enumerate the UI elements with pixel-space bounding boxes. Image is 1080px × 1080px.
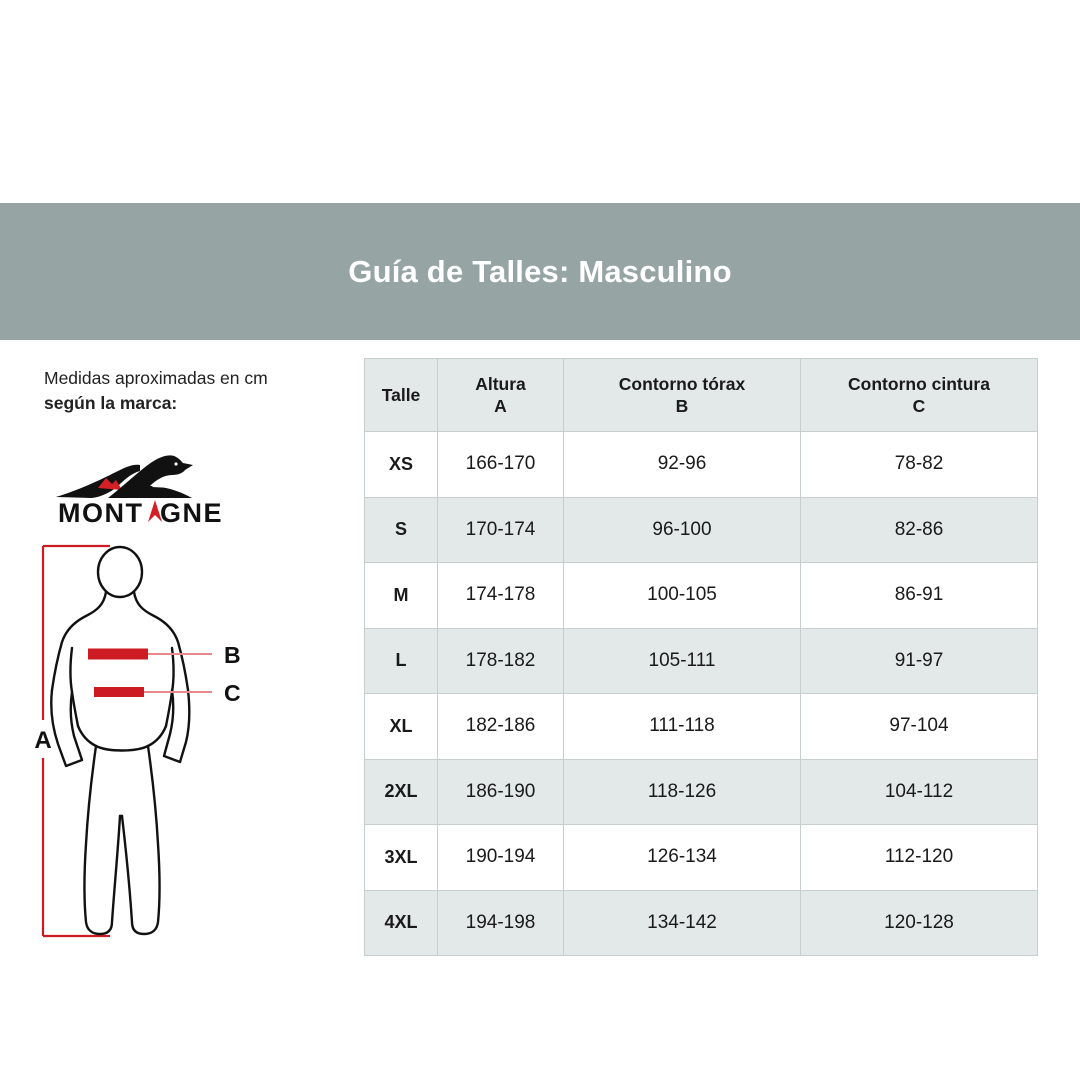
table-row: 3XL 190-194 126-134 112-120 [364, 824, 1038, 891]
table-header-row: Talle Altura A Contorno tórax B Contorno… [364, 358, 1038, 432]
table-row: 4XL 194-198 134-142 120-128 [364, 889, 1038, 956]
wordmark-a-peak-icon [148, 500, 162, 522]
cell-talle: S [364, 496, 438, 563]
cell-torax: 92-96 [563, 431, 801, 498]
cell-talle: XL [364, 693, 438, 760]
column-header-cintura-title: Contorno cintura [848, 374, 990, 394]
cell-cintura: 120-128 [800, 889, 1038, 956]
table-row: XS 166-170 92-96 78-82 [364, 431, 1038, 498]
column-header-altura-sub: A [494, 396, 507, 416]
column-header-torax-title: Contorno tórax [618, 374, 746, 394]
caption-line-1: Medidas aproximadas en cm [44, 368, 268, 388]
column-header-altura-title: Altura [475, 374, 526, 394]
cell-altura: 190-194 [437, 824, 564, 891]
size-chart-container: Talle Altura A Contorno tórax B Contorno… [364, 358, 1038, 956]
column-header-talle: Talle [364, 358, 438, 432]
cell-altura: 182-186 [437, 693, 564, 760]
cell-cintura: 112-120 [800, 824, 1038, 891]
cell-cintura: 78-82 [800, 431, 1038, 498]
size-chart-body: XS 166-170 92-96 78-82 S 170-174 96-100 82-86 M 1… [364, 431, 1038, 956]
diagram-label-a: A [34, 727, 51, 754]
column-header-talle-title: Talle [381, 385, 421, 405]
cell-talle: 4XL [364, 889, 438, 956]
cell-talle: L [364, 627, 438, 694]
cell-altura: 194-198 [437, 889, 564, 956]
mountain-eagle-mark [56, 455, 193, 498]
cell-torax: 100-105 [563, 562, 801, 629]
measurement-caption: Medidas aproximadas en cm según la marca… [44, 366, 344, 416]
cell-torax: 111-118 [563, 693, 801, 760]
page-title: Guía de Talles: Masculino [348, 253, 732, 289]
cell-talle: XS [364, 431, 438, 498]
column-header-torax: Contorno tórax B [563, 358, 801, 432]
table-row: M 174-178 100-105 86-91 [364, 562, 1038, 629]
diagram-label-b: B [224, 642, 241, 668]
cell-torax: 96-100 [563, 496, 801, 563]
table-row: XL 182-186 111-118 97-104 [364, 693, 1038, 760]
cell-talle: 3XL [364, 824, 438, 891]
cell-cintura: 97-104 [800, 693, 1038, 760]
cell-cintura: 104-112 [800, 758, 1038, 825]
page-header-banner: Guía de Talles: Masculino [0, 203, 1080, 340]
body-measurement-diagram: A [0, 530, 364, 950]
svg-text:GNE: GNE [160, 498, 223, 528]
measurement-info-panel: Medidas aproximadas en cm según la marca… [0, 340, 364, 960]
cell-torax: 126-134 [563, 824, 801, 891]
cell-torax: 134-142 [563, 889, 801, 956]
table-row: S 170-174 96-100 82-86 [364, 496, 1038, 563]
column-header-altura: Altura A [437, 358, 564, 432]
cell-altura: 174-178 [437, 562, 564, 629]
human-figure-outline [50, 545, 191, 936]
height-bracket-a [41, 544, 110, 938]
caption-line-2: según la marca: [44, 393, 178, 413]
column-header-torax-sub: B [675, 396, 689, 416]
cell-altura: 170-174 [437, 496, 564, 563]
column-header-cintura-sub: C [912, 396, 926, 416]
cell-altura: 186-190 [437, 758, 564, 825]
cell-altura: 166-170 [437, 431, 564, 498]
cell-cintura: 91-97 [800, 627, 1038, 694]
svg-text:MONT: MONT [58, 498, 143, 528]
montagne-brand-logo: MONT GNE [52, 440, 252, 532]
cell-talle: 2XL [364, 758, 438, 825]
cell-torax: 118-126 [563, 758, 801, 825]
cell-cintura: 86-91 [800, 562, 1038, 629]
table-row: L 178-182 105-111 91-97 [364, 627, 1038, 694]
cell-cintura: 82-86 [800, 496, 1038, 563]
size-chart-table: Talle Altura A Contorno tórax B Contorno… [364, 358, 1038, 956]
cell-talle: M [364, 562, 438, 629]
montagne-wordmark: MONT GNE [58, 498, 223, 528]
table-row: 2XL 186-190 118-126 104-112 [364, 758, 1038, 825]
diagram-label-c: C [224, 680, 241, 706]
cell-altura: 178-182 [437, 627, 564, 694]
column-header-cintura: Contorno cintura C [800, 358, 1038, 432]
cell-torax: 105-111 [563, 627, 801, 694]
